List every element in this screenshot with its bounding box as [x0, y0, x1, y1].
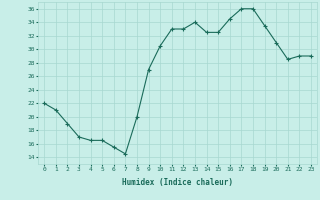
X-axis label: Humidex (Indice chaleur): Humidex (Indice chaleur) [122, 178, 233, 187]
